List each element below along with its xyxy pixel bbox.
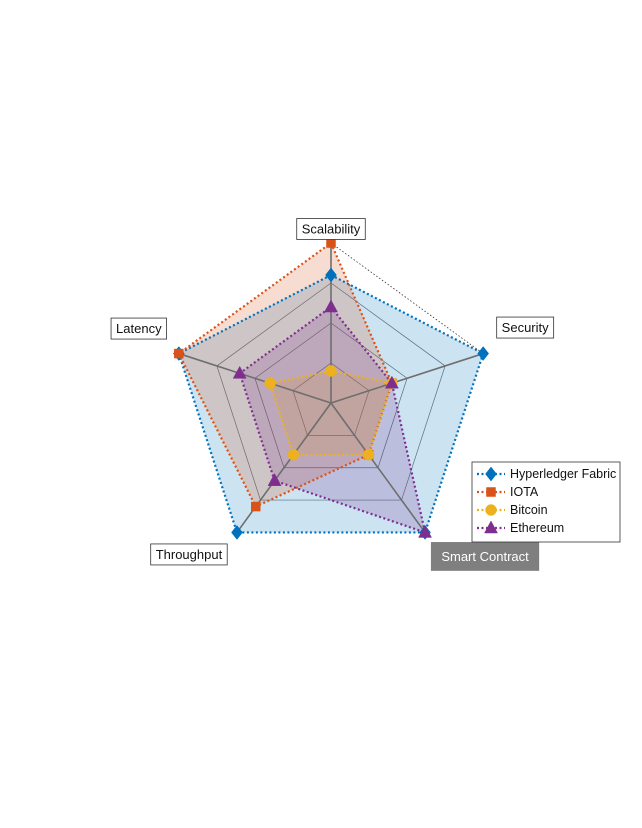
axis-label-text-smart-contract: Smart Contract xyxy=(441,549,529,564)
series-area-iota xyxy=(178,243,392,507)
axis-label-text-latency: Latency xyxy=(116,321,162,336)
series-line-iota xyxy=(177,241,394,508)
axis-label-text-scalability: Scalability xyxy=(302,222,361,237)
axis-label-throughput: Throughput xyxy=(150,543,228,566)
series-lines xyxy=(177,241,485,535)
axis-label-security: Security xyxy=(496,316,555,339)
legend-marker-hyperledger-fabric xyxy=(485,466,497,482)
spoke-smart-contract xyxy=(330,402,426,533)
legend-entry-hyperledger-fabric: Hyperledger Fabric xyxy=(477,466,616,482)
legend-marker-ethereum xyxy=(484,520,498,534)
marker-hyperledger-fabric-security xyxy=(477,346,489,361)
legend-entry-bitcoin: Bitcoin xyxy=(477,503,548,517)
radar-grid xyxy=(216,282,446,501)
spoke-security xyxy=(330,352,484,404)
legend-marker-bitcoin xyxy=(485,504,497,516)
series-area-ethereum xyxy=(239,307,426,533)
axis-label-smart-contract: Smart Contract xyxy=(430,542,540,571)
marker-ethereum-smart-contract xyxy=(418,524,432,538)
legend-entry-ethereum: Ethereum xyxy=(477,520,564,535)
legend: Hyperledger Fabric IOTA Bitcoin Ethereum xyxy=(471,461,621,543)
axis-label-scalability: Scalability xyxy=(296,218,366,240)
grid-ring-3 xyxy=(216,282,446,501)
legend-label-hyperledger-fabric: Hyperledger Fabric xyxy=(510,467,616,481)
axis-labels: Scalability Security Smart Contract Through… xyxy=(110,218,555,571)
marker-bitcoin-throughput xyxy=(287,449,300,461)
marker-bitcoin-smart-contract xyxy=(362,449,375,461)
series-line-ethereum xyxy=(238,305,427,535)
series-line-bitcoin xyxy=(268,369,394,456)
axis-label-latency: Latency xyxy=(110,317,168,340)
axis-label-text-throughput: Throughput xyxy=(156,547,223,562)
marker-bitcoin-scalability xyxy=(325,365,337,377)
marker-bitcoin-latency xyxy=(264,377,276,389)
legend-label-bitcoin: Bitcoin xyxy=(510,503,548,517)
marker-ethereum-throughput xyxy=(267,473,282,486)
grid-ring-1 xyxy=(292,362,370,436)
legend-label-iota: IOTA xyxy=(510,485,539,499)
legend-marker-iota xyxy=(486,487,496,497)
legend-label-ethereum: Ethereum xyxy=(510,521,564,535)
marker-ethereum-security xyxy=(384,375,399,389)
marker-iota-latency xyxy=(174,348,184,359)
legend-entry-iota: IOTA xyxy=(477,485,539,499)
marker-hyperledger-fabric-scalability xyxy=(325,267,337,283)
series-markers xyxy=(173,238,489,540)
marker-ethereum-scalability xyxy=(324,299,338,313)
grid-ring-2 xyxy=(254,322,408,469)
marker-hyperledger-fabric-throughput xyxy=(231,525,243,540)
spoke-latency xyxy=(178,352,332,404)
marker-ethereum-latency xyxy=(232,365,247,379)
axis-label-text-security: Security xyxy=(502,320,549,335)
series-area-bitcoin xyxy=(270,371,392,455)
marker-iota-throughput xyxy=(251,501,261,512)
